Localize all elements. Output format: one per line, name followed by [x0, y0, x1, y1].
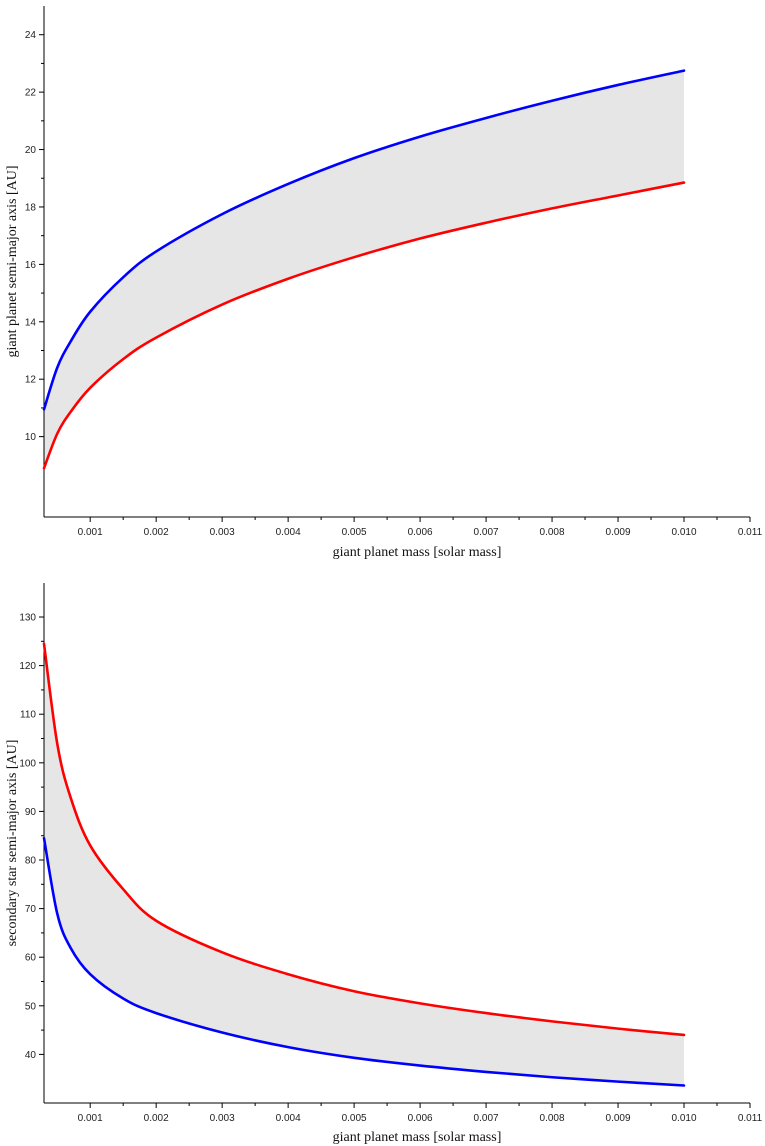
x-tick-label: 0.003: [210, 527, 235, 538]
y-tick-label: 110: [20, 710, 36, 721]
y-tick-label: 40: [25, 1050, 37, 1061]
x-tick-label: 0.005: [342, 1113, 367, 1124]
y-ticks: 10 12 14 16 18 20 22 24: [25, 30, 44, 443]
series-line-1: [42, 836, 686, 1087]
y-axis-label: giant planet semi-major axis [AU]: [5, 165, 20, 357]
x-tick-label: 0.011: [738, 527, 763, 538]
x-tick-label: 0.002: [144, 527, 169, 538]
y-tick-label: 80: [25, 856, 37, 867]
y-tick-label: 100: [19, 758, 36, 769]
series-lines: [42, 642, 686, 1087]
x-tick-label: 0.007: [474, 527, 499, 538]
y-tick-label: 14: [25, 317, 37, 328]
y-tick-label: 22: [25, 88, 37, 99]
y-tick-label: 120: [19, 661, 36, 672]
x-ticks: 0.001 0.002 0.003 0.004 0.005 0.006 0.007 0.008…: [78, 517, 763, 538]
y-ticks: 40 50 60 70 80 90 100 110 120 130: [19, 613, 44, 1061]
x-tick-label: 0.001: [78, 1113, 103, 1124]
band-area: [44, 70, 685, 469]
x-tick-label: 0.010: [672, 1113, 697, 1124]
y-axis-label: secondary star semi-major axis [AU]: [5, 740, 20, 947]
y-tick-label: 70: [25, 904, 37, 915]
y-tick-label: 12: [25, 375, 37, 386]
x-tick-label: 0.001: [78, 527, 103, 538]
chart-bottom: 40 50 60 70 80 90 100 110 120 130 0.001 0.002 0.003…: [5, 583, 763, 1145]
x-tick-label: 0.010: [672, 527, 697, 538]
x-tick-label: 0.007: [474, 1113, 499, 1124]
x-tick-label: 0.006: [408, 527, 433, 538]
series-line-0: [42, 642, 686, 1037]
x-tick-label: 0.004: [276, 527, 301, 538]
x-tick-label: 0.003: [210, 1113, 235, 1124]
y-tick-label: 50: [25, 1001, 37, 1012]
series-lines: [42, 69, 686, 470]
y-tick-label: 24: [25, 30, 37, 41]
y-tick-label: 10: [25, 432, 37, 443]
x-tick-label: 0.006: [408, 1113, 433, 1124]
x-tick-label: 0.008: [540, 1113, 565, 1124]
x-ticks: 0.001 0.002 0.003 0.004 0.005 0.006 0.007 0.008…: [78, 1103, 763, 1124]
x-tick-label: 0.009: [606, 527, 631, 538]
x-tick-label: 0.009: [606, 1113, 631, 1124]
x-tick-label: 0.011: [738, 1113, 763, 1124]
x-tick-label: 0.005: [342, 527, 367, 538]
x-axis-label: giant planet mass [solar mass]: [333, 545, 502, 560]
x-tick-label: 0.002: [144, 1113, 169, 1124]
y-tick-label: 130: [19, 613, 36, 624]
band-area: [44, 643, 685, 1086]
x-axis-label: giant planet mass [solar mass]: [333, 1130, 502, 1145]
series-line-1: [42, 181, 686, 470]
y-tick-label: 18: [25, 202, 37, 213]
y-tick-label: 60: [25, 953, 37, 964]
y-tick-label: 90: [25, 807, 37, 818]
x-tick-label: 0.008: [540, 527, 565, 538]
y-tick-label: 16: [25, 260, 37, 271]
x-tick-label: 0.004: [276, 1113, 301, 1124]
series-line-0: [42, 69, 686, 411]
y-tick-label: 20: [25, 145, 37, 156]
